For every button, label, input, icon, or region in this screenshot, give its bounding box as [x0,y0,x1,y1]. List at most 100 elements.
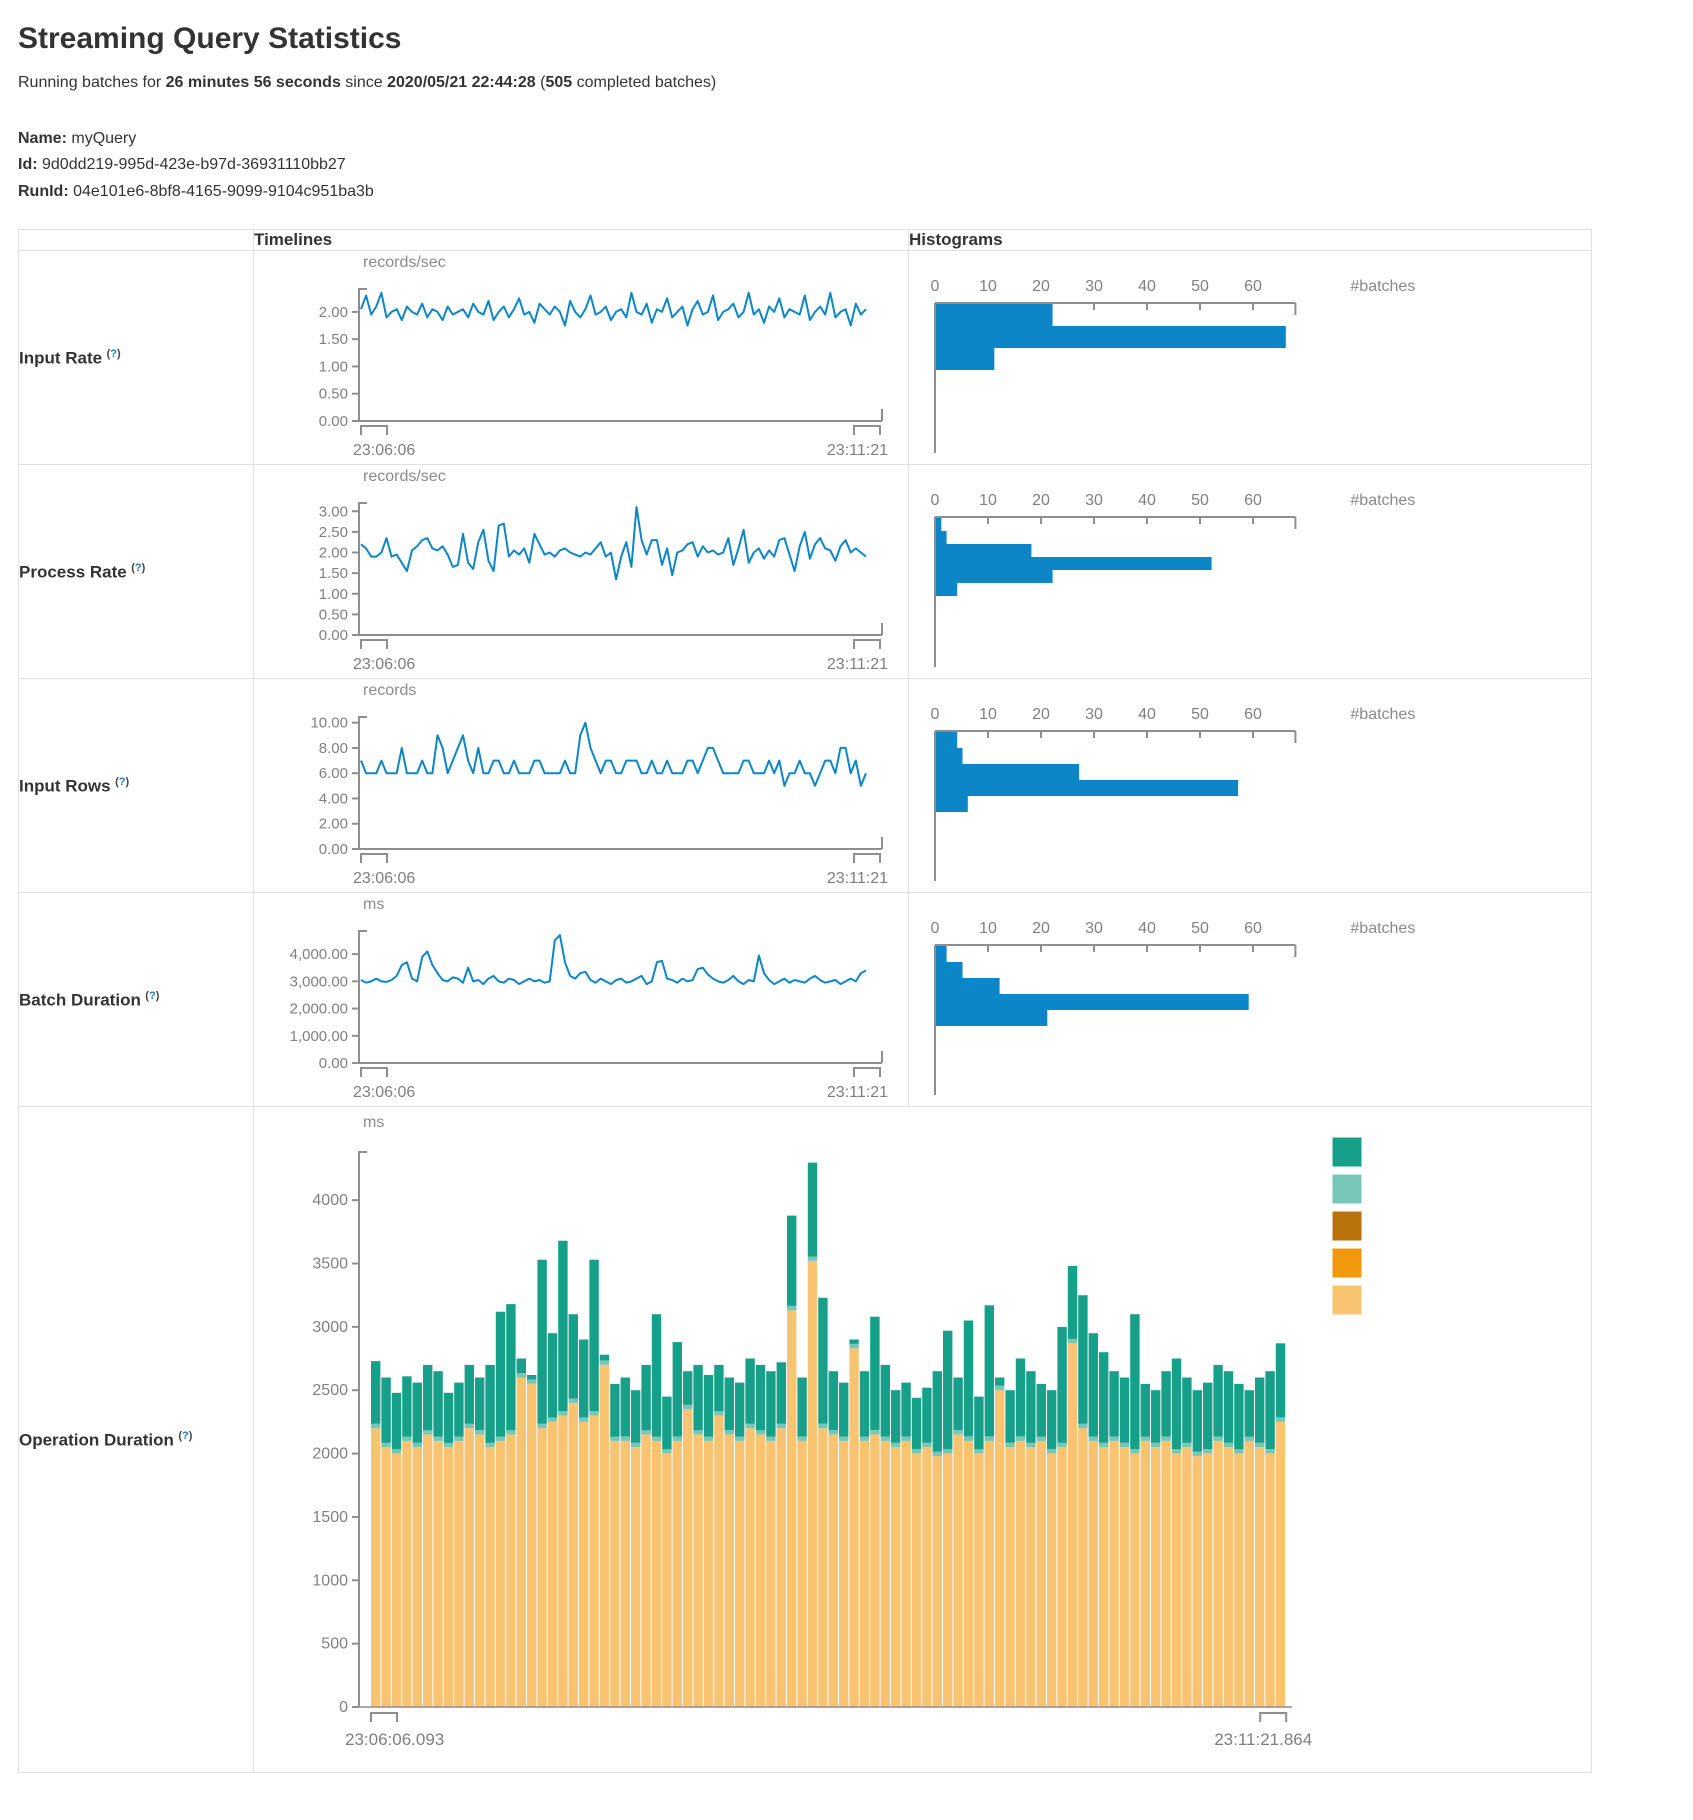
svg-text:4.00: 4.00 [319,791,348,808]
batch-duration-timeline-chart: ms 0.00 1,000.00 2,000.00 3,000.00 4,000.00 23… [290,896,888,1101]
batch-duration-histogram-chart: 0 10 20 30 40 50 60 #batches [931,920,1415,1096]
input-rate-label: Input Rate [19,347,103,367]
summary-duration: 26 minutes 56 seconds [165,74,341,91]
svg-text:ms: ms [363,896,384,913]
operation-duration-help-icon[interactable]: (?) [178,1429,193,1442]
process-rate-help-icon[interactable]: (?) [131,561,146,574]
svg-text:0.50: 0.50 [319,386,348,403]
input-rows-label: Input Rows [19,775,111,795]
svg-text:3000: 3000 [312,1319,348,1336]
svg-text:0: 0 [931,706,940,723]
column-header-histograms: Histograms [908,229,1592,252]
summary-suffix: completed batches) [572,74,717,91]
query-metadata: Name: myQuery Id: 9d0dd219-995d-423e-b97… [18,126,1675,205]
svg-text:20: 20 [1032,706,1050,723]
row-input-rate: Input Rate (?) records/sec 0.00 0.50 1.00 1.… [18,250,1592,466]
column-header-timelines: Timelines [253,229,909,252]
svg-text:0: 0 [931,492,940,509]
svg-text:6.00: 6.00 [319,765,348,782]
svg-text:#batches: #batches [1350,706,1415,723]
svg-text:0.00: 0.00 [319,627,348,644]
svg-text:30: 30 [1085,492,1103,509]
svg-text:0.00: 0.00 [319,841,348,858]
legend-swatch-5 [1331,1284,1363,1316]
statistics-table: Timelines Histograms Input Rate (?) reco… [18,229,1592,1774]
svg-text:10: 10 [979,920,997,937]
legend-swatch-2 [1331,1173,1363,1205]
svg-text:ms: ms [363,1114,384,1131]
svg-text:0.00: 0.00 [319,413,348,430]
input-rows-histogram-chart: 0 10 20 30 40 50 60 #batches [931,706,1415,882]
svg-text:23:06:06: 23:06:06 [353,870,415,887]
input-rate-help-icon[interactable]: (?) [106,347,121,360]
page-title: Streaming Query Statistics [18,22,402,55]
batch-duration-help-icon[interactable]: (?) [145,989,160,1002]
query-name-value: myQuery [71,130,137,147]
svg-text:23:06:06: 23:06:06 [353,1084,415,1101]
summary-paren: ( [535,74,546,91]
svg-text:4000: 4000 [312,1192,348,1209]
svg-text:#batches: #batches [1350,920,1415,937]
svg-text:2.00: 2.00 [319,304,348,321]
svg-text:0: 0 [931,920,940,937]
row-operation-duration: Operation Duration (?) ms 0 500 1000 1500 200… [18,1106,1592,1774]
input-rate-timeline-chart: records/sec 0.00 0.50 1.00 1.50 2.00 23:06:06 2… [319,254,888,459]
batch-duration-label: Batch Duration [19,989,141,1009]
svg-text:23:11:21: 23:11:21 [827,870,888,887]
svg-text:20: 20 [1032,492,1050,509]
svg-text:0.50: 0.50 [319,607,348,624]
svg-text:10: 10 [979,278,997,295]
svg-text:#batches: #batches [1350,492,1415,509]
row-process-rate: Process Rate (?) records/sec 0.00 0.50 1.00… [18,464,1592,680]
svg-text:2000: 2000 [312,1446,348,1463]
svg-text:40: 40 [1138,278,1156,295]
summary-start-time: 2020/05/21 22:44:28 [387,74,536,91]
table-header-row: Timelines Histograms [18,229,1592,252]
svg-text:1.50: 1.50 [319,565,348,582]
svg-text:50: 50 [1191,920,1209,937]
svg-text:1.00: 1.00 [319,359,348,376]
svg-text:50: 50 [1191,278,1209,295]
legend-swatch-4 [1331,1247,1363,1279]
operation-duration-label: Operation Duration [19,1429,174,1449]
svg-text:20: 20 [1032,278,1050,295]
svg-text:1.00: 1.00 [319,586,348,603]
query-id-label: Id: [18,156,38,174]
svg-text:40: 40 [1138,492,1156,509]
svg-text:2.00: 2.00 [319,545,348,562]
svg-text:40: 40 [1138,920,1156,937]
svg-text:60: 60 [1244,920,1262,937]
svg-text:23:06:06: 23:06:06 [353,656,415,673]
process-rate-label: Process Rate [19,561,127,581]
svg-text:23:11:21: 23:11:21 [827,442,888,459]
svg-text:1.50: 1.50 [319,331,348,348]
svg-text:30: 30 [1085,920,1103,937]
row-batch-duration: Batch Duration (?) ms 0.00 1,000.00 2,000.0… [18,892,1592,1108]
svg-text:20: 20 [1032,920,1050,937]
legend-swatch-3 [1331,1210,1363,1242]
svg-text:60: 60 [1244,492,1262,509]
svg-text:10.00: 10.00 [310,715,348,732]
svg-text:500: 500 [321,1636,348,1653]
svg-text:0: 0 [339,1699,348,1716]
legend-swatch-1 [1331,1136,1363,1168]
query-id-value: 9d0dd219-995d-423e-b97d-36931110bb27 [42,156,346,174]
svg-text:records/sec: records/sec [363,254,446,271]
input-rows-timeline-chart: records 0.00 2.00 4.00 6.00 8.00 10.00 23:06:06… [310,682,888,887]
svg-text:0: 0 [931,278,940,295]
svg-text:23:11:21: 23:11:21 [827,1084,888,1101]
summary-completed-count: 505 [545,74,573,91]
svg-text:2500: 2500 [312,1382,348,1399]
svg-text:#batches: #batches [1350,278,1415,295]
svg-text:30: 30 [1085,278,1103,295]
svg-text:1500: 1500 [312,1509,348,1526]
svg-text:2.50: 2.50 [319,524,348,541]
svg-text:40: 40 [1138,706,1156,723]
svg-text:50: 50 [1191,706,1209,723]
input-rate-histogram-chart: 0 10 20 30 40 50 60 #batches [931,278,1415,454]
input-rows-help-icon[interactable]: (?) [115,775,130,788]
running-batches-summary: Running batches for 26 minutes 56 second… [18,74,1675,92]
query-runid-value: 04e101e6-8bf8-4165-9099-9104c951ba3b [73,182,374,200]
query-id-line: Id: 9d0dd219-995d-423e-b97d-36931110bb27 [18,152,1675,178]
